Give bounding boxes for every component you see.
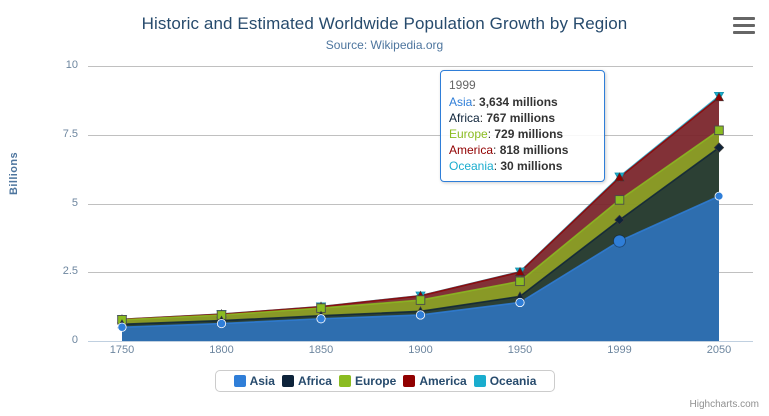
tooltip-series-name: America xyxy=(449,143,494,157)
legend-item-asia[interactable]: Asia xyxy=(233,374,275,388)
x-tick-label: 1900 xyxy=(408,344,433,356)
tooltip-series-value: 818 millions xyxy=(499,143,569,157)
marker-asia-1950 xyxy=(515,297,525,308)
gridline-10 xyxy=(88,66,753,67)
tooltip-row: Africa: 767 millions xyxy=(449,110,596,126)
tooltip-row: Europe: 729 millions xyxy=(449,126,596,142)
legend-label: America xyxy=(419,374,467,388)
marker-asia-2050 xyxy=(714,191,724,201)
legend-swatch-icon xyxy=(338,375,351,387)
tooltip-series-value: 30 millions xyxy=(500,159,563,173)
tooltip-series-value: 729 millions xyxy=(494,127,564,141)
tooltip-series-name: Europe xyxy=(449,127,488,141)
x-tick-label: 1850 xyxy=(308,344,334,356)
menu-bar-3 xyxy=(733,31,755,34)
marker-asia-1850 xyxy=(316,314,326,324)
legend-label: Africa xyxy=(297,374,332,388)
y-tick-label: 0 xyxy=(71,334,78,346)
marker-europe-1950 xyxy=(515,276,525,287)
tooltip-row: Oceania: 30 millions xyxy=(449,158,596,174)
tooltip-separator: : xyxy=(493,159,501,173)
x-tick-label: 1950 xyxy=(507,344,533,356)
legend-label: Oceania xyxy=(489,374,537,388)
menu-bar-2 xyxy=(733,24,755,27)
marker-asia-1750 xyxy=(117,322,127,332)
tooltip-row: America: 818 millions xyxy=(449,142,596,158)
x-tick-label: 1750 xyxy=(109,344,135,356)
legend-swatch-icon xyxy=(403,375,416,387)
marker-america-1950 xyxy=(515,266,525,276)
y-tick-label: 10 xyxy=(65,59,78,71)
legend-swatch-icon xyxy=(233,375,246,387)
y-tick-label: 5 xyxy=(71,196,78,209)
marker-asia-1800 xyxy=(216,318,227,329)
y-tick-label: 7.5 xyxy=(62,127,78,140)
chart-legend: Asia Africa Europe America Oceania xyxy=(215,370,555,392)
gridline-5 xyxy=(88,203,753,205)
tooltip-series-value: 767 millions xyxy=(486,111,556,125)
tooltip-series-value: 3,634 millions xyxy=(479,95,558,109)
legend-swatch-icon xyxy=(473,375,486,387)
x-tick-label: 1999 xyxy=(607,344,632,356)
legend-swatch-icon xyxy=(281,375,294,387)
marker-europe-1900 xyxy=(415,295,426,305)
y-tick-label: 2.5 xyxy=(62,265,78,278)
chart-subtitle: Source: Wikipedia.org xyxy=(325,38,444,52)
gridline-0 xyxy=(88,341,753,342)
marker-africa-2050 xyxy=(713,142,725,153)
marker-europe-1999 xyxy=(614,195,625,205)
tooltip-series-name: Africa xyxy=(449,111,480,125)
tooltip-series-name: Asia xyxy=(449,95,473,109)
legend-item-europe[interactable]: Europe xyxy=(338,374,397,388)
chart-title: Historic and Estimated Worldwide Populat… xyxy=(141,14,628,33)
legend-item-africa[interactable]: Africa xyxy=(281,374,332,388)
marker-europe-2050 xyxy=(714,125,724,136)
gridline-2.5 xyxy=(88,272,753,274)
tooltip-separator: : xyxy=(479,111,487,125)
x-tick-label: 1800 xyxy=(209,344,234,356)
tooltip-series-name: Oceania xyxy=(449,159,494,173)
tooltip-separator: : xyxy=(487,127,495,141)
menu-bar-1 xyxy=(733,17,755,20)
gridline-7.5 xyxy=(88,134,753,136)
legend-item-oceania[interactable]: Oceania xyxy=(473,374,537,388)
legend-label: Asia xyxy=(249,374,275,388)
tooltip-header: 1999 xyxy=(449,78,476,92)
chart-tooltip: 1999 Asia: 3,634 millions Africa: 767 mil… xyxy=(440,70,605,182)
tooltip-separator: : xyxy=(472,95,480,109)
legend-label: Europe xyxy=(354,374,397,388)
area-asia xyxy=(122,196,719,341)
tooltip-rows: Asia: 3,634 millions Africa: 767 millions… xyxy=(449,94,596,174)
marker-asia-1999 xyxy=(613,234,626,248)
x-tick-label: 2050 xyxy=(706,344,732,356)
hamburger-menu-icon[interactable] xyxy=(733,17,755,35)
credits-label: Highcharts.com xyxy=(689,399,759,410)
marker-america-1999 xyxy=(614,172,625,182)
marker-africa-1999 xyxy=(614,214,625,226)
marker-america-2050 xyxy=(714,92,724,102)
legend-item-america[interactable]: America xyxy=(403,374,467,388)
marker-asia-1900 xyxy=(415,310,426,320)
tooltip-separator: : xyxy=(493,143,500,157)
tooltip-row: Asia: 3,634 millions xyxy=(449,94,596,110)
